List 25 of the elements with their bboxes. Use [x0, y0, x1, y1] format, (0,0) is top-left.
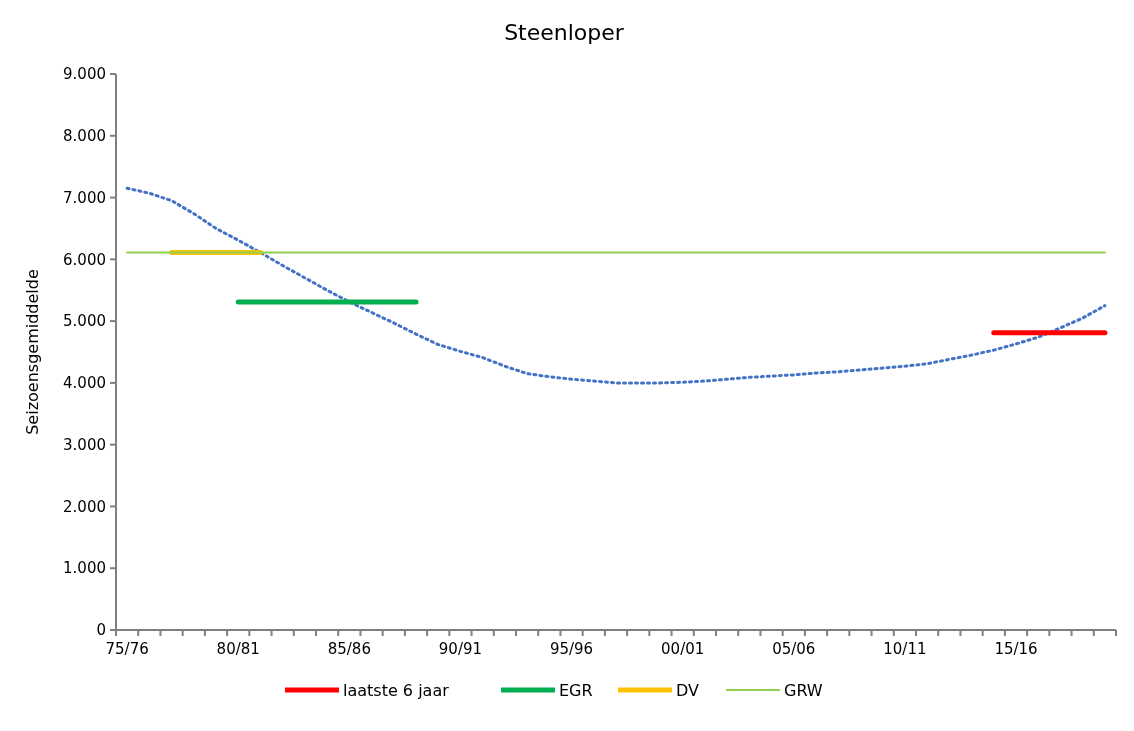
y-tick-label: 1.000 [63, 559, 106, 578]
x-tick-label: 15/16 [994, 640, 1038, 658]
y-tick-label: 0 [96, 621, 106, 640]
x-tick-label: 00/01 [661, 640, 705, 658]
x-tick-label: 85/86 [327, 640, 371, 658]
y-axis-title: Seizoensgemiddelde [23, 269, 42, 435]
y-tick-label: 7.000 [63, 188, 106, 207]
y-tick-label: 4.000 [63, 374, 106, 393]
y-tick-label: 3.000 [63, 435, 106, 454]
legend-label: DV [676, 680, 700, 700]
legend-label: EGR [559, 680, 593, 700]
x-tick-label: 05/06 [772, 640, 816, 658]
x-tick-label: 95/96 [549, 640, 594, 658]
legend-label: laatste 6 jaar [343, 680, 450, 700]
legend-label: GRW [784, 680, 823, 700]
y-tick-label: 6.000 [63, 250, 106, 269]
y-tick-label: 8.000 [63, 127, 106, 146]
x-tick-label: 10/11 [883, 640, 927, 658]
y-tick-label: 5.000 [63, 312, 106, 331]
x-tick-label: 75/76 [105, 640, 149, 658]
x-tick-label: 80/81 [216, 640, 260, 658]
chart-title: Steenloper [504, 20, 625, 45]
y-tick-label: 2.000 [63, 497, 106, 516]
y-tick-label: 9.000 [63, 65, 106, 84]
x-tick-label: 90/91 [438, 640, 483, 658]
